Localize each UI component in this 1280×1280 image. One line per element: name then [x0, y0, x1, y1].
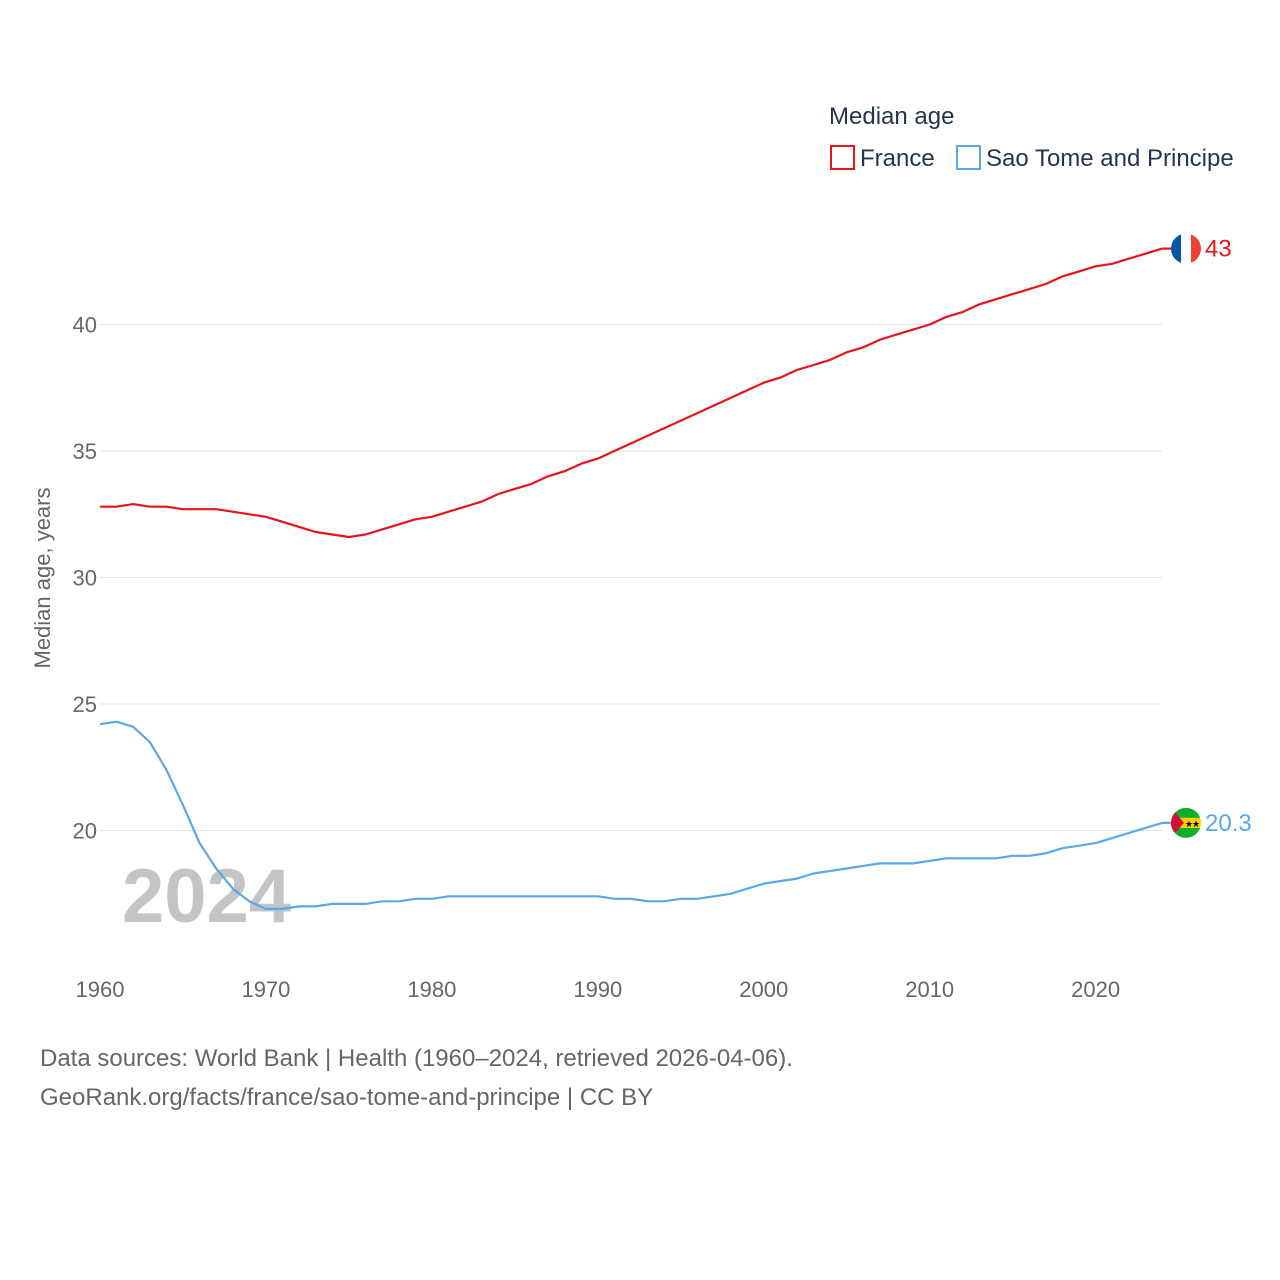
legend-label-france[interactable]: France — [860, 145, 935, 172]
legend-label-sao-tome-and-principe[interactable]: Sao Tome and Principe — [986, 145, 1234, 172]
x-axis-ticks: 1960 1970 1980 1990 2000 2010 2020 — [76, 977, 1121, 1002]
legend-swatch-france[interactable] — [830, 145, 855, 170]
x-tick-label: 1980 — [407, 977, 456, 1002]
y-axis-label: Median age, years — [30, 488, 55, 669]
x-tick-label: 1970 — [241, 977, 290, 1002]
series-lines — [99, 247, 1163, 911]
x-tick-label: 1990 — [573, 977, 622, 1002]
x-tick-label: 2020 — [1071, 977, 1120, 1002]
flag-icon-france — [1171, 233, 1201, 264]
y-tick-label: 30 — [73, 566, 97, 591]
y-tick-label: 40 — [73, 313, 97, 338]
end-value-label-sao-tome-and-principe: 20.3 — [1205, 810, 1252, 837]
y-axis-ticks: 20 25 30 35 40 — [73, 313, 97, 844]
source-line-2: GeoRank.org/facts/france/sao-tome-and-pr… — [40, 1084, 654, 1111]
svg-text:★: ★ — [1192, 819, 1200, 829]
grid — [100, 324, 1162, 831]
legend-swatch-sao-tome-and-principe[interactable] — [956, 145, 981, 170]
year-watermark: 2024 — [122, 854, 291, 939]
source-line-1: Data sources: World Bank | Health (1960–… — [40, 1045, 793, 1072]
legend: Median age France Sao Tome and Principe — [829, 103, 1234, 172]
y-tick-label: 25 — [73, 692, 97, 717]
y-tick-label: 35 — [73, 439, 97, 464]
legend-title: Median age — [829, 103, 954, 130]
x-tick-label: 1960 — [76, 977, 125, 1002]
x-tick-label: 2010 — [905, 977, 954, 1002]
y-tick-label: 20 — [73, 819, 97, 844]
flag-icon-sao-tome-and-principe: ★★ — [1171, 807, 1201, 838]
series-line-france[interactable] — [100, 247, 1163, 539]
series-end-markers: 43★★ 20.3 — [1162, 233, 1252, 838]
svg-text:★: ★ — [1185, 819, 1193, 829]
series-line-sao-tome-and-principe[interactable] — [99, 720, 1163, 911]
x-tick-label: 2000 — [739, 977, 788, 1002]
end-value-label-france: 43 — [1205, 236, 1232, 263]
